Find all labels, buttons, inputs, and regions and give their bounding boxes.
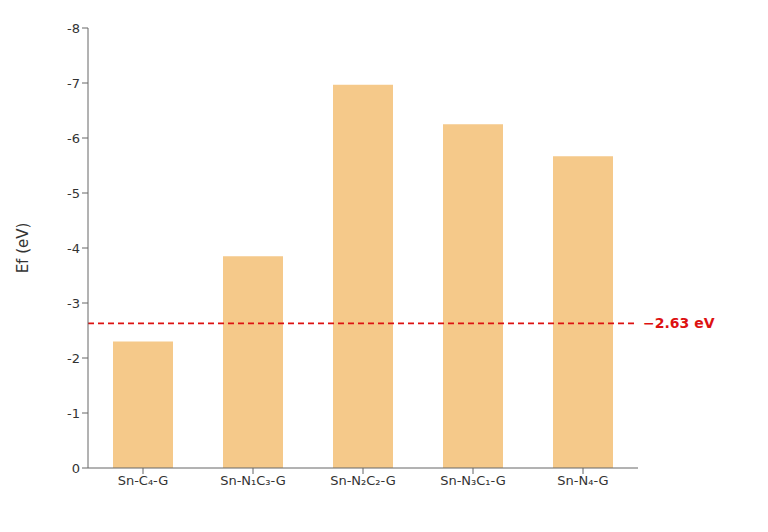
svg-text:Sn-N₁C₃-G: Sn-N₁C₃-G [220,473,286,488]
svg-text:Sn-N₂C₂-G: Sn-N₂C₂-G [330,473,396,488]
svg-text:-8: -8 [67,21,80,36]
svg-text:Sn-N₃C₁-G: Sn-N₃C₁-G [440,473,506,488]
svg-text:Ef (eV): Ef (eV) [14,223,32,274]
svg-text:Sn-N₄-G: Sn-N₄-G [557,473,608,488]
svg-text:Sn-C₄-G: Sn-C₄-G [118,473,169,488]
svg-text:-6: -6 [67,131,80,146]
svg-text:-1: -1 [67,406,80,421]
svg-text:-4: -4 [67,241,80,256]
svg-text:-2: -2 [67,351,80,366]
svg-text:-7: -7 [67,76,80,91]
svg-text:0: 0 [72,461,80,476]
svg-text:-3: -3 [67,296,80,311]
svg-text:-5: -5 [67,186,80,201]
svg-text:−2.63 eV: −2.63 eV [643,315,715,331]
